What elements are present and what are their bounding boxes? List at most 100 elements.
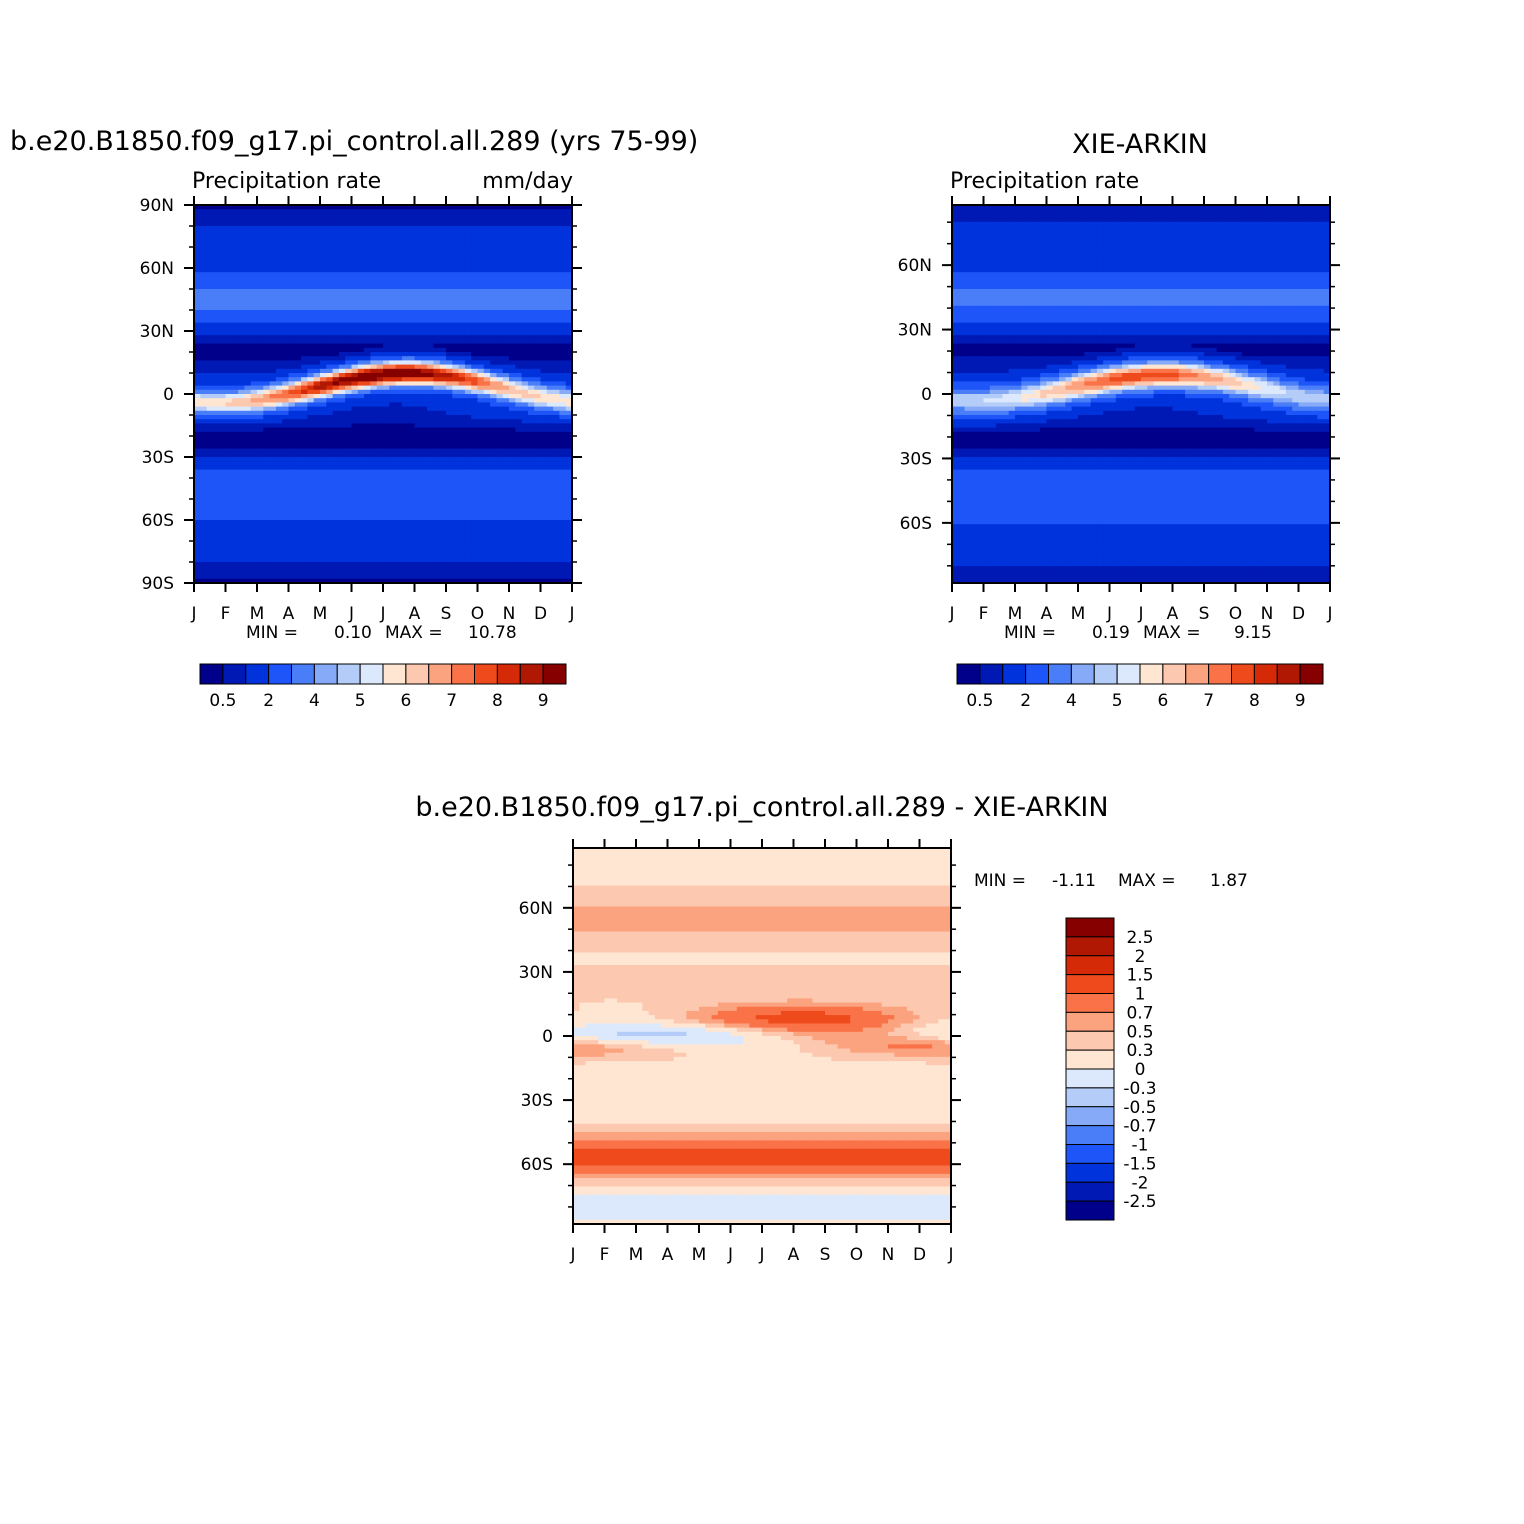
heatmap-cell xyxy=(546,297,554,303)
heatmap-cell xyxy=(238,213,245,219)
heatmap-cell xyxy=(534,326,542,332)
heatmap-cell xyxy=(376,322,384,328)
heatmap-cell xyxy=(200,398,208,403)
heatmap-cell xyxy=(288,209,296,214)
heatmap-cell xyxy=(238,234,245,240)
heatmap-cell xyxy=(509,331,516,336)
heatmap-cell xyxy=(206,272,214,277)
heatmap-cell xyxy=(269,314,277,319)
heatmap-cell xyxy=(194,410,201,416)
heatmap-cell xyxy=(294,532,302,538)
heatmap-cell xyxy=(357,394,365,399)
heatmap-cell xyxy=(565,520,572,525)
heatmap-cell xyxy=(553,503,560,508)
heatmap-cell xyxy=(332,226,340,231)
heatmap-cell xyxy=(288,284,296,290)
heatmap-cell xyxy=(527,444,535,450)
heatmap-cell xyxy=(370,398,378,403)
heatmap-cell xyxy=(565,242,572,248)
heatmap-cell xyxy=(200,356,208,361)
heatmap-cell xyxy=(515,545,523,550)
heatmap-cell xyxy=(383,339,390,345)
heatmap-cell xyxy=(383,549,390,555)
heatmap-cell xyxy=(200,478,208,483)
heatmap-cell xyxy=(483,347,491,353)
heatmap-cell xyxy=(446,322,453,328)
heatmap-cell xyxy=(275,410,283,416)
heatmap-cell xyxy=(313,389,321,395)
heatmap-cell xyxy=(357,343,365,349)
heatmap-cell xyxy=(490,360,497,366)
heatmap-cell xyxy=(471,301,479,307)
heatmap-cell xyxy=(294,259,302,265)
heatmap-cell xyxy=(502,276,510,282)
heatmap-cell xyxy=(263,465,271,471)
heatmap-cell xyxy=(326,444,334,450)
heatmap-cell xyxy=(263,314,271,319)
heatmap-cell xyxy=(282,381,290,387)
heatmap-cell xyxy=(282,326,290,332)
heatmap-cell xyxy=(332,356,340,361)
heatmap-cell xyxy=(496,431,504,437)
heatmap-cell xyxy=(364,247,371,252)
heatmap-cell xyxy=(546,465,554,471)
heatmap-cell xyxy=(490,284,497,290)
heatmap-cell xyxy=(496,331,504,336)
heatmap-cell xyxy=(225,335,233,340)
heatmap-cell xyxy=(527,482,535,487)
heatmap-cell xyxy=(389,389,397,395)
heatmap-cell xyxy=(345,276,353,282)
heatmap-cell xyxy=(364,528,371,534)
heatmap-cell xyxy=(420,213,428,219)
heatmap-cell xyxy=(446,486,453,492)
heatmap-cell xyxy=(502,419,510,424)
heatmap-cell xyxy=(250,251,258,256)
heatmap-cell xyxy=(546,276,554,282)
heatmap-cell xyxy=(401,478,409,483)
heatmap-cell xyxy=(452,284,460,290)
heatmap-cell xyxy=(257,377,264,382)
heatmap-cell xyxy=(553,251,560,256)
heatmap-cell xyxy=(206,247,214,252)
heatmap-cell xyxy=(288,356,296,361)
heatmap-cell xyxy=(502,205,510,210)
heatmap-cell xyxy=(250,322,258,328)
heatmap-cell xyxy=(307,423,315,429)
heatmap-cell xyxy=(269,251,277,256)
heatmap-cell xyxy=(307,381,315,387)
heatmap-cell xyxy=(244,520,252,525)
heatmap-cell xyxy=(231,331,239,336)
heatmap-cell xyxy=(345,305,353,311)
heatmap-cell xyxy=(307,272,315,277)
heatmap-cell xyxy=(231,553,239,559)
heatmap-cell xyxy=(446,452,453,458)
heatmap-cell xyxy=(200,499,208,504)
heatmap-cell xyxy=(282,490,290,496)
heatmap-cell xyxy=(357,478,365,483)
heatmap-cell xyxy=(238,385,245,391)
heatmap-cell xyxy=(200,331,208,336)
heatmap-cell xyxy=(401,268,409,273)
heatmap-cell xyxy=(307,293,315,298)
heatmap-cell xyxy=(534,377,542,382)
heatmap-cell xyxy=(257,268,264,273)
heatmap-cell xyxy=(194,268,201,273)
heatmap-cell xyxy=(401,385,409,391)
heatmap-cell xyxy=(534,238,542,244)
heatmap-cell xyxy=(263,482,271,487)
heatmap-cell xyxy=(464,406,472,412)
heatmap-cell xyxy=(490,528,497,534)
heatmap-cell xyxy=(263,205,271,210)
heatmap-cell xyxy=(257,293,264,298)
heatmap-cell xyxy=(357,482,365,487)
heatmap-cell xyxy=(464,238,472,244)
heatmap-cell xyxy=(206,461,214,466)
heatmap-cell xyxy=(212,310,220,315)
heatmap-cell xyxy=(351,394,359,399)
heatmap-cell xyxy=(357,423,365,429)
heatmap-cell xyxy=(389,482,397,487)
heatmap-cell xyxy=(326,352,334,357)
heatmap-cell xyxy=(534,205,542,210)
heatmap-cell xyxy=(376,482,384,487)
heatmap-cell xyxy=(464,284,472,290)
